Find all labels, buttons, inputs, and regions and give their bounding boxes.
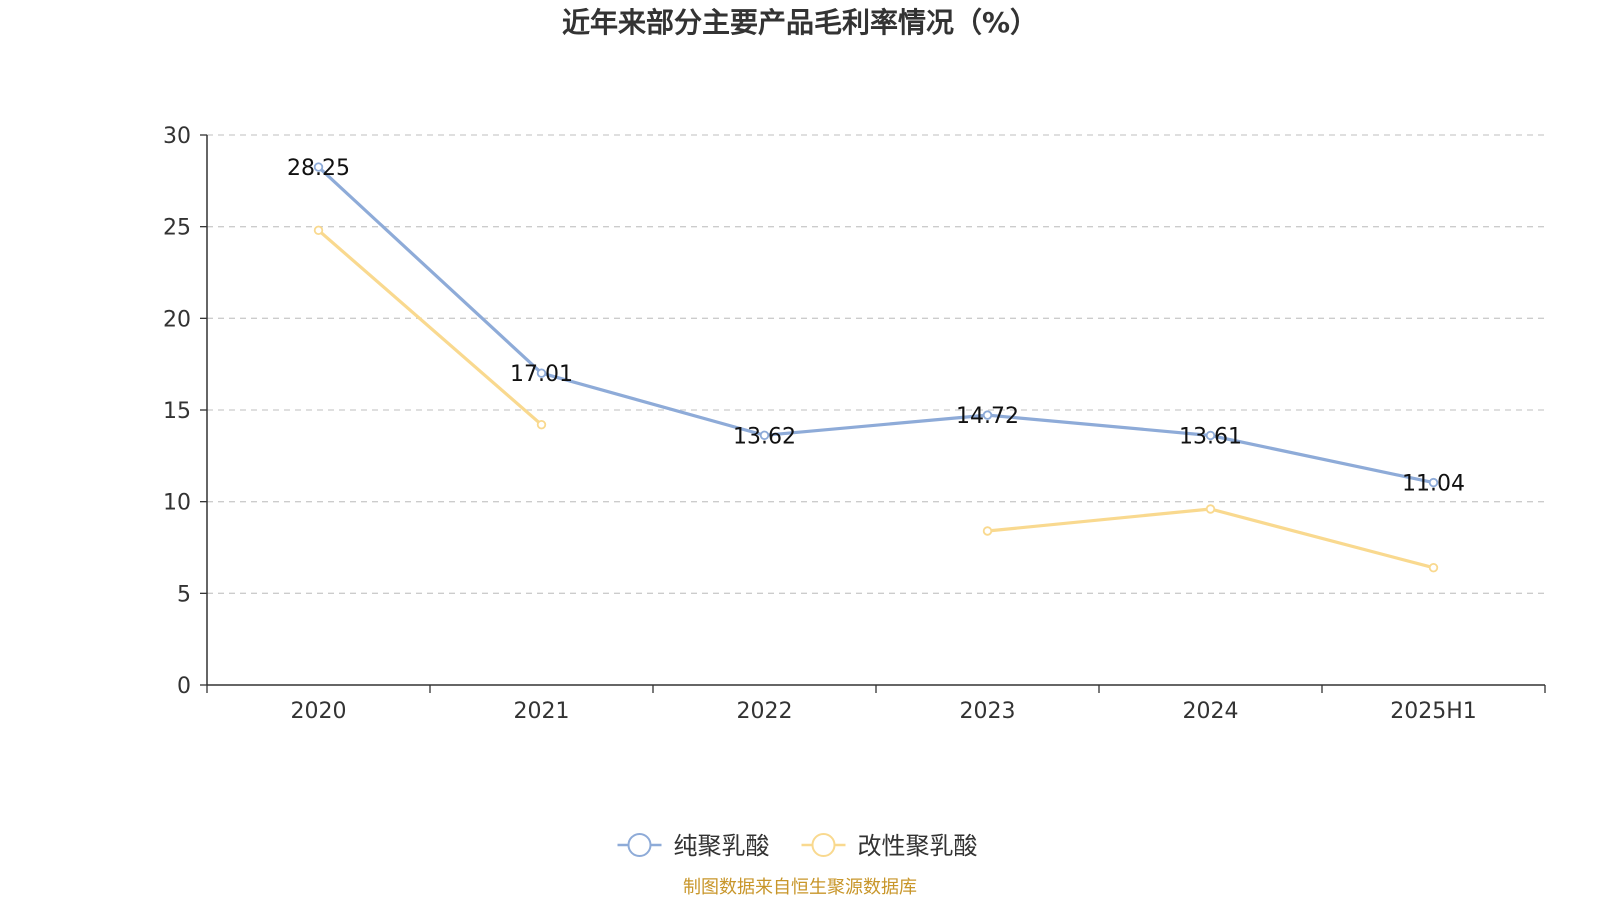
y-tick-label: 30 — [163, 124, 191, 149]
legend-item[interactable]: 纯聚乳酸 — [617, 832, 770, 860]
data-label: 13.62 — [733, 424, 796, 449]
legend-marker — [811, 833, 836, 857]
x-tick-label: 2024 — [1183, 699, 1239, 724]
data-label: 11.04 — [1402, 472, 1465, 497]
legend-marker — [627, 833, 652, 857]
x-tick-label: 2022 — [737, 699, 793, 724]
data-point — [1428, 477, 1439, 488]
y-tick-label: 25 — [163, 216, 191, 241]
data-point — [536, 419, 547, 430]
axes: 0 5 10 15 20 25 30 2020 2021 2022 2023 2024 2025H1 — [163, 124, 1546, 724]
data-point — [982, 526, 993, 536]
series-line — [316, 228, 1436, 570]
data-point — [1205, 430, 1216, 441]
data-label: 14.72 — [956, 404, 1019, 429]
series-line — [316, 165, 1436, 485]
grid — [207, 134, 1545, 594]
data-labels: 28.25 17.01 13.62 14.72 13.61 11.04 — [287, 156, 1465, 497]
x-tick-label: 2025H1 — [1390, 699, 1477, 724]
y-tick-label: 20 — [163, 307, 191, 332]
data-point — [982, 410, 993, 420]
x-tick-label: 2020 — [291, 699, 347, 724]
data-label: 17.01 — [510, 362, 573, 387]
y-tick-label: 15 — [163, 399, 191, 424]
source-note: 制图数据来自恒生聚源数据库 — [683, 877, 917, 898]
legend-label: 纯聚乳酸 — [674, 832, 770, 860]
x-tick-label: 2023 — [960, 699, 1016, 724]
legend[interactable]: 纯聚乳酸 改性聚乳酸 — [617, 832, 978, 860]
y-tick-label: 5 — [177, 582, 191, 607]
legend-item[interactable]: 改性聚乳酸 — [801, 832, 978, 860]
x-tick-label: 2021 — [514, 699, 570, 724]
y-tick-label: 0 — [177, 674, 191, 699]
chart-title: 近年来部分主要产品毛利率情况（%） — [562, 6, 1038, 39]
data-point — [1428, 562, 1439, 573]
data-point — [313, 162, 324, 172]
data-point — [536, 368, 547, 378]
data-point — [1205, 504, 1216, 514]
data-point — [313, 225, 324, 236]
series — [313, 162, 1439, 573]
data-label: 13.61 — [1179, 424, 1242, 449]
data-label: 28.25 — [287, 156, 350, 181]
data-point — [759, 430, 770, 440]
legend-label: 改性聚乳酸 — [858, 832, 978, 860]
y-tick-label: 10 — [163, 491, 191, 516]
